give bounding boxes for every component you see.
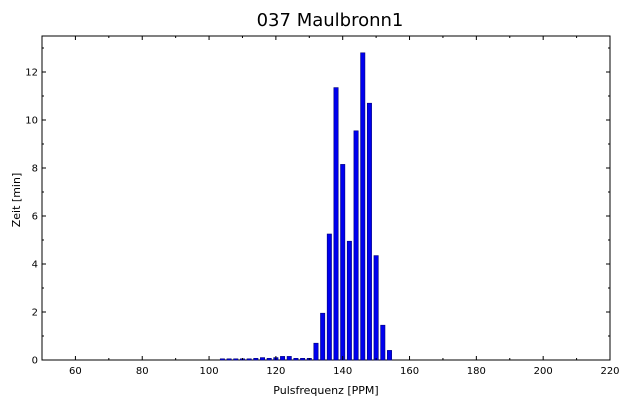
y-tick-label: 0 xyxy=(32,356,38,367)
x-axis-label: Pulsfrequenz [PPM] xyxy=(273,384,378,397)
y-tick-label: 2 xyxy=(32,308,38,319)
y-tick-label: 10 xyxy=(25,116,38,127)
bar xyxy=(253,358,259,361)
bar xyxy=(286,356,292,361)
bar xyxy=(320,312,326,361)
bar xyxy=(373,255,379,361)
bar xyxy=(326,233,332,361)
bar xyxy=(387,350,392,361)
x-tick-label: 100 xyxy=(200,366,219,377)
plot-frame xyxy=(41,35,611,361)
bar xyxy=(260,357,265,361)
y-tick-label: 4 xyxy=(32,260,38,271)
bar xyxy=(380,324,386,361)
bar xyxy=(226,358,232,361)
x-tick-label: 160 xyxy=(400,366,419,377)
bar xyxy=(280,356,286,361)
bar xyxy=(313,342,319,361)
bar xyxy=(360,52,366,361)
x-tick-label: 220 xyxy=(600,366,619,377)
y-tick-label: 6 xyxy=(32,212,38,223)
bar xyxy=(233,358,239,361)
chart-title: 037 Maulbronn1 xyxy=(257,10,404,31)
x-tick-label: 80 xyxy=(136,366,149,377)
bar xyxy=(266,358,272,361)
bar xyxy=(366,102,372,361)
x-tick-label: 200 xyxy=(534,366,553,377)
bar xyxy=(246,358,252,361)
bar xyxy=(293,358,299,361)
y-tick-label: 8 xyxy=(32,164,38,175)
bar xyxy=(346,240,352,361)
x-tick-label: 60 xyxy=(69,366,82,377)
bar xyxy=(333,87,339,361)
x-tick-label: 120 xyxy=(266,366,285,377)
axes: 60 80 100 120 140 160 180 200 220 0 2 4 6 8 10 12 xyxy=(25,36,620,377)
y-axis-label: Zeit [min] xyxy=(10,173,23,228)
y-tick-label: 12 xyxy=(25,68,38,79)
bar xyxy=(300,358,306,361)
bar xyxy=(340,164,346,361)
bar xyxy=(353,130,359,361)
plot-area xyxy=(41,35,611,361)
x-tick-label: 180 xyxy=(467,366,486,377)
bars xyxy=(219,52,392,361)
bar xyxy=(219,358,225,361)
x-tick-label: 140 xyxy=(333,366,352,377)
